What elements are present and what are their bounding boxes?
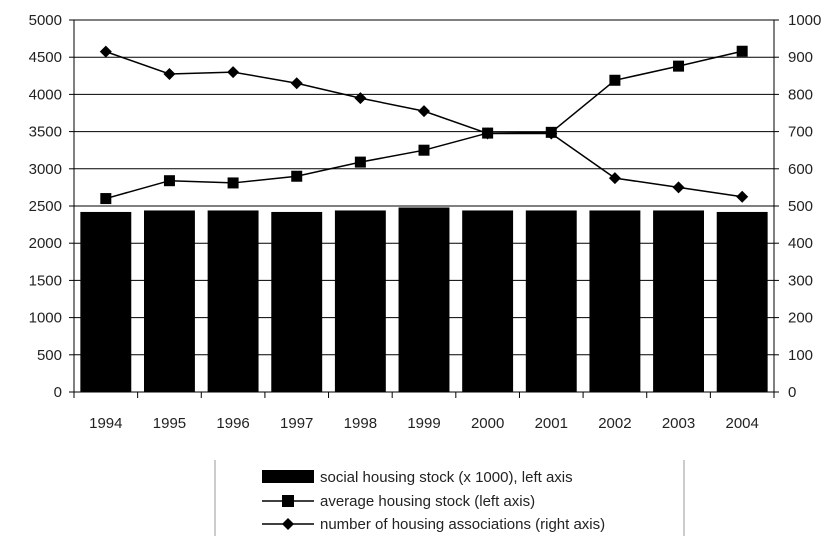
right-axis-tick-label: 700 [788,124,813,141]
x-axis-tick-label: 1996 [216,415,249,432]
legend-label-social-housing-stock: social housing stock (x 1000), left axis [320,469,573,486]
data-point-square [354,156,366,168]
bar [716,211,768,392]
data-point-square [291,170,303,182]
left-axis-tick-label: 2000 [29,235,62,252]
left-axis-tick-label: 4500 [29,49,62,66]
left-axis-tick-label: 2500 [29,198,62,215]
legend-bar-swatch [262,470,314,483]
bar-series [80,207,768,392]
left-axis-tick-label: 3000 [29,161,62,178]
left-axis-tick-label: 4000 [29,86,62,103]
left-axis-tick-label: 1000 [29,310,62,327]
right-axis-tick-label: 1000 [788,12,821,29]
data-point-diamond [608,172,621,185]
legend-square-marker [282,495,294,507]
data-point-diamond [672,181,685,194]
x-axis-tick-label: 2000 [471,415,504,432]
line-series [99,45,749,205]
bar [653,210,704,392]
left-axis-tick-label: 0 [54,384,62,401]
right-axis-tick-label: 0 [788,384,796,401]
data-point-square [609,74,621,86]
x-axis-tick-label: 1994 [89,415,122,432]
bar [334,210,386,392]
data-point-diamond [354,92,367,105]
data-point-square [227,177,239,189]
left-axis-tick-label: 500 [37,347,62,364]
x-axis-tick-label: 1997 [280,415,313,432]
bar [398,207,450,392]
data-point-diamond [227,66,240,79]
data-point-diamond [163,67,176,80]
data-point-square [163,175,175,187]
right-axis-tick-label: 600 [788,161,813,178]
data-point-diamond [418,105,430,118]
bar [589,210,641,392]
tick-labels: 0500100015002000250030003500400045005000… [29,12,822,432]
x-axis-tick-label: 2001 [535,415,568,432]
legend-diamond-marker [282,518,294,530]
data-point-square [673,60,685,72]
axes [69,19,779,398]
x-axis-tick-label: 1999 [407,415,440,432]
left-axis-tick-label: 1500 [29,272,62,289]
bar [525,210,577,392]
legend-label-average-housing-stock: average housing stock (left axis) [320,493,535,510]
legend: social housing stock (x 1000), left axis… [214,460,685,536]
bar [207,210,259,392]
data-point-square [418,144,430,156]
x-axis-tick-label: 2004 [725,415,758,432]
data-point-diamond [545,127,558,140]
left-axis-tick-label: 5000 [29,12,62,29]
x-axis-tick-label: 1998 [344,415,377,432]
data-point-diamond [290,77,303,90]
data-point-diamond [99,45,112,58]
legend-label-housing-associations: number of housing associations (right ax… [320,516,605,533]
right-axis-tick-label: 400 [788,235,813,252]
right-axis-tick-label: 500 [788,198,813,215]
data-point-diamond [736,190,749,203]
data-point-square [736,45,748,57]
bar [80,211,132,392]
data-point-square [100,193,112,205]
right-axis-tick-label: 100 [788,347,813,364]
x-axis-tick-label: 2003 [662,415,695,432]
x-axis-tick-label: 2002 [598,415,631,432]
bar [144,210,195,392]
right-axis-tick-label: 800 [788,86,813,103]
right-axis-tick-label: 300 [788,272,813,289]
x-axis-tick-label: 1995 [153,415,186,432]
bar [271,211,323,392]
data-point-diamond [481,127,494,140]
right-axis-tick-label: 900 [788,49,813,66]
bar [462,210,514,392]
left-axis-tick-label: 3500 [29,124,62,141]
right-axis-tick-label: 200 [788,310,813,327]
